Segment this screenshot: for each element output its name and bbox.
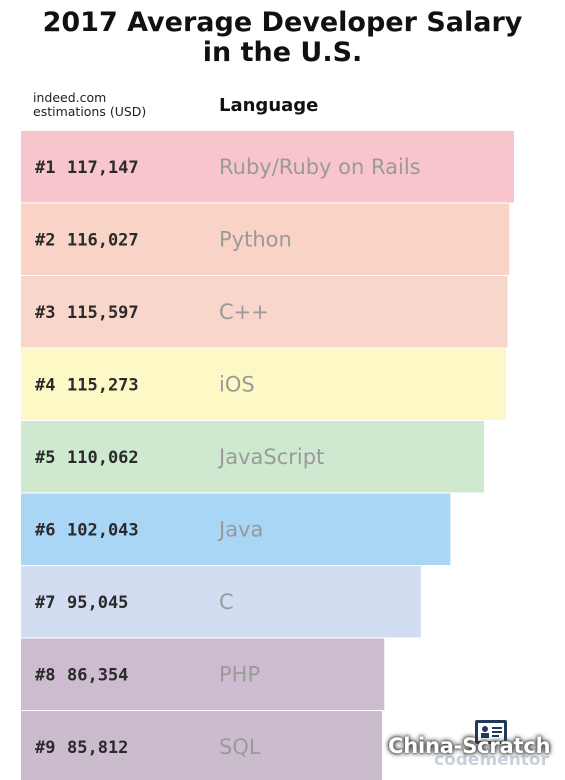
value-label-6: 102,043 bbox=[67, 520, 139, 540]
rank-label-6: #6 bbox=[35, 520, 55, 540]
language-label-8: PHP bbox=[219, 662, 260, 686]
value-label-7: 95,045 bbox=[67, 593, 128, 613]
bar-3 bbox=[21, 276, 508, 348]
bar-7 bbox=[21, 566, 421, 638]
rank-label-3: #3 bbox=[35, 303, 55, 323]
rank-label-1: #1 bbox=[35, 158, 55, 178]
value-label-9: 85,812 bbox=[67, 738, 128, 758]
title-line-2: in the U.S. bbox=[202, 37, 363, 68]
language-label-1: Ruby/Ruby on Rails bbox=[219, 155, 421, 179]
chart-title: 2017 Average Developer Salary in the U.S… bbox=[0, 8, 565, 68]
rank-label-4: #4 bbox=[35, 375, 55, 395]
language-label-5: JavaScript bbox=[217, 445, 324, 469]
source-line-1: indeed.com bbox=[33, 90, 107, 105]
rank-label-9: #9 bbox=[35, 738, 55, 758]
source-line-2: estimations (USD) bbox=[33, 104, 147, 119]
bar-1 bbox=[21, 131, 514, 203]
watermark-text: China-Scratch bbox=[388, 734, 551, 758]
value-label-1: 117,147 bbox=[67, 158, 139, 178]
bar-9 bbox=[21, 711, 382, 780]
codementor-logo-icon bbox=[474, 719, 508, 745]
rank-label-5: #5 bbox=[35, 448, 55, 468]
language-label-9: SQL bbox=[219, 735, 261, 759]
source-header: indeed.com estimations (USD) bbox=[33, 91, 146, 119]
bar-4 bbox=[21, 348, 507, 420]
language-header: Language bbox=[219, 95, 319, 116]
rank-label-8: #8 bbox=[35, 665, 55, 685]
rank-label-7: #7 bbox=[35, 593, 55, 613]
value-label-5: 110,062 bbox=[67, 448, 139, 468]
value-label-4: 115,273 bbox=[67, 375, 139, 395]
value-label-8: 86,354 bbox=[67, 665, 128, 685]
language-label-2: Python bbox=[219, 227, 292, 251]
value-label-2: 116,027 bbox=[67, 230, 139, 250]
bar-2 bbox=[21, 203, 510, 275]
value-label-3: 115,597 bbox=[67, 303, 139, 323]
language-label-6: Java bbox=[217, 517, 263, 541]
bar-5 bbox=[21, 421, 485, 493]
bar-6 bbox=[21, 493, 451, 565]
rank-label-2: #2 bbox=[35, 230, 55, 250]
language-label-4: iOS bbox=[219, 372, 255, 396]
language-label-7: C bbox=[219, 590, 234, 614]
language-label-3: C++ bbox=[219, 300, 269, 324]
title-line-1: 2017 Average Developer Salary bbox=[42, 7, 523, 38]
bar-8 bbox=[21, 638, 385, 710]
codementor-brand: codementor bbox=[434, 750, 549, 770]
